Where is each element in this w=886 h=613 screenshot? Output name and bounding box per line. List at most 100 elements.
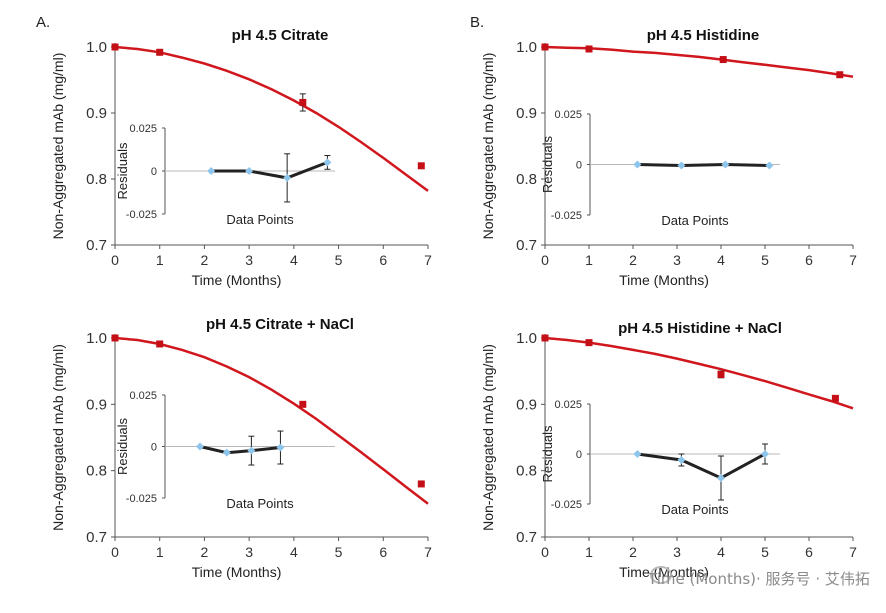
chart3-ytick-label: 0.7 (86, 529, 107, 546)
chart2-xtick-label: 4 (717, 252, 725, 268)
chart2-xtick-label: 5 (761, 252, 769, 268)
chart3-xtick-label: 3 (245, 544, 253, 560)
chart1-xtick-label: 5 (335, 252, 343, 268)
chart3-inset-x-label: Data Points (226, 496, 294, 511)
chart2-residual-line (637, 162, 770, 168)
chart3-x-axis-label: Time (Months) (192, 564, 282, 580)
chart3-inset-y-label: Residuals (115, 417, 130, 475)
chart3-residual-point (195, 442, 204, 451)
chart2-inset-y-label: Residuals (540, 135, 555, 193)
chart1-xtick-label: 4 (290, 252, 298, 268)
chart4-data-point (541, 334, 549, 342)
chart1-inset-x-label: Data Points (226, 212, 294, 227)
chart4-inset-x-label: Data Points (661, 502, 729, 517)
panel-label-a: A. (36, 14, 51, 31)
chart1-inset-y-label: Residuals (115, 142, 130, 200)
chart1-ytick-label: 0.9 (86, 105, 107, 122)
chart2-ytick-label: 1.0 (516, 39, 537, 56)
chart4-residual-point (717, 474, 725, 482)
chart1-fit-line (114, 45, 429, 192)
chart1-residual-point (245, 167, 254, 175)
chart3-residual-point (276, 443, 285, 452)
chart3-xtick-label: 4 (290, 544, 298, 560)
chart3-ytick-label: 1.0 (86, 330, 107, 347)
chart1-x-axis-label: Time (Months) (192, 272, 282, 288)
chart4-xtick-label: 2 (629, 544, 637, 560)
watermark-logo-icon (650, 566, 672, 584)
chart2-data-point (719, 56, 727, 64)
chart1-xtick-label: 6 (379, 252, 387, 268)
chart2-inset-ytick-label: 0.025 (554, 109, 582, 121)
chart4-residual-point (677, 456, 686, 464)
chart2-residual-point (765, 161, 774, 170)
chart3-residual-point (247, 446, 256, 455)
chart1-residual-point (283, 173, 292, 182)
chart4-y-axis-label: Non-Aggregated mAb (mg/ml) (480, 344, 496, 531)
chart4-data-point (585, 339, 593, 347)
chart4-xtick-label: 1 (585, 544, 593, 560)
chart4-residual-point (633, 450, 642, 458)
chart1-title: pH 4.5 Citrate (232, 27, 329, 44)
chart2-ytick-label: 0.9 (516, 105, 537, 122)
chart3-xtick-label: 0 (111, 544, 119, 560)
chart4-ytick-label: 0.7 (516, 529, 537, 546)
chart2-fit-line (544, 45, 854, 78)
chart2-xtick-label: 2 (629, 252, 637, 268)
chart3-data-point (156, 340, 164, 348)
chart1-xtick-label: 1 (156, 252, 164, 268)
chart2-residual-point (721, 160, 730, 169)
chart2-y-axis-label: Non-Aggregated mAb (mg/ml) (480, 53, 496, 240)
chart2-xtick-label: 3 (673, 252, 681, 268)
chart4-inset-ytick-label: 0 (576, 449, 582, 461)
chart4-fit-line (544, 336, 854, 410)
chart3-title: pH 4.5 Citrate + NaCl (206, 316, 354, 333)
chart1-data-point (417, 162, 425, 170)
chart3-residual-line (199, 445, 281, 455)
chart4-residual-line (637, 452, 766, 480)
panel-label-b: B. (470, 14, 485, 31)
chart4-residual-point (761, 450, 769, 458)
chart4-xtick-label: 3 (673, 544, 681, 560)
chart3-xtick-label: 5 (335, 544, 343, 560)
chart1-residual-point (323, 158, 332, 167)
chart1-inset-ytick-label: 0 (151, 166, 157, 178)
chart4-inset-ytick-label: -0.025 (551, 499, 582, 511)
chart4-xtick-label: 5 (761, 544, 769, 560)
chart1-y-axis-label: Non-Aggregated mAb (mg/ml) (50, 53, 66, 240)
chart1-data-point (156, 48, 164, 56)
chart2-xtick-label: 6 (805, 252, 813, 268)
chart4-xtick-label: 0 (541, 544, 549, 560)
chart4-xtick-label: 4 (717, 544, 725, 560)
chart3-xtick-label: 1 (156, 544, 164, 560)
chart2-inset-ytick-label: -0.025 (551, 210, 582, 222)
chart2-residual-point (633, 160, 642, 169)
chart4-ytick-label: 0.9 (516, 396, 537, 413)
chart3-ytick-label: 0.8 (86, 463, 107, 480)
chart1-xtick-label: 3 (245, 252, 253, 268)
chart3-ytick-label: 0.9 (86, 396, 107, 413)
chart1-xtick-label: 0 (111, 252, 119, 268)
chart1-ytick-label: 0.8 (86, 171, 107, 188)
chart2-inset-x-label: Data Points (661, 213, 729, 228)
chart3-xtick-label: 2 (201, 544, 209, 560)
chart3-inset-ytick-label: 0.025 (129, 390, 157, 402)
chart2-title: pH 4.5 Histidine (647, 27, 760, 44)
chart4-xtick-label: 7 (849, 544, 857, 560)
chart1-data-point (111, 43, 119, 51)
chart4-ytick-label: 1.0 (516, 330, 537, 347)
chart2-data-point (541, 43, 549, 51)
chart4-inset-ytick-label: 0.025 (554, 399, 582, 411)
chart1-ytick-label: 1.0 (86, 39, 107, 56)
chart1-residual-point (207, 167, 216, 175)
chart1-inset-ytick-label: -0.025 (126, 209, 157, 221)
chart3-inset-ytick-label: 0 (151, 442, 157, 454)
chart3-inset-ytick-label: -0.025 (126, 493, 157, 505)
watermark-text: Time (Months)· 服务号 · 艾伟拓 (648, 570, 870, 588)
chart4-xtick-label: 6 (805, 544, 813, 560)
chart2-ytick-label: 0.7 (516, 237, 537, 254)
chart4-title: pH 4.5 Histidine + NaCl (618, 320, 782, 337)
chart3-residual-point (222, 448, 231, 457)
chart2-data-point (836, 71, 844, 79)
chart2-xtick-label: 7 (849, 252, 857, 268)
